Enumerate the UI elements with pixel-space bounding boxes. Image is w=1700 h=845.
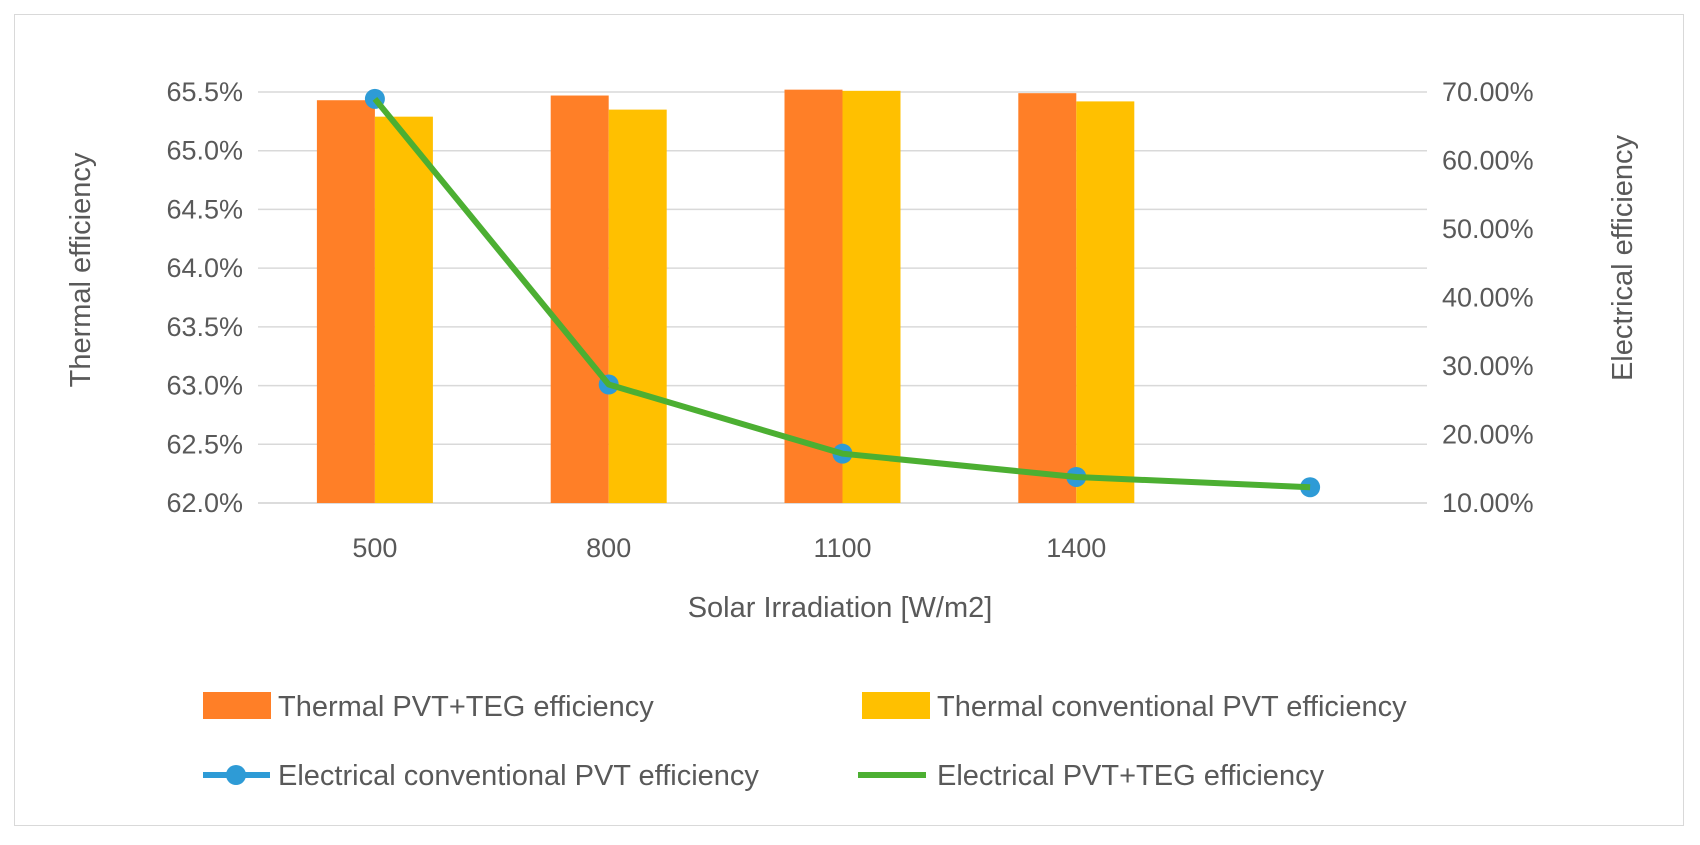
y2-tick-label: 40.00% bbox=[1442, 283, 1534, 313]
bar-thermal-pvt-teg bbox=[316, 100, 375, 503]
legend-swatch-thermal-pvt-teg bbox=[203, 692, 271, 719]
legend-swatch-thermal-conventional bbox=[862, 692, 930, 719]
y-tick-label: 62.0% bbox=[166, 488, 243, 518]
y-axis-title: Thermal efficiency bbox=[65, 152, 97, 387]
bar-thermal-conventional bbox=[842, 90, 901, 503]
legend-label-thermal-conventional: Thermal conventional PVT efficiency bbox=[937, 691, 1407, 723]
line-electrical-pvt-teg bbox=[372, 96, 1311, 491]
x-tick-label: 1100 bbox=[813, 533, 871, 563]
bar-thermal-conventional bbox=[1076, 101, 1135, 503]
legend-swatch-electrical-conventional-marker bbox=[226, 765, 246, 785]
x-tick-label: 1400 bbox=[1046, 533, 1106, 563]
bar-layer bbox=[316, 89, 1135, 503]
legend-label-electrical-pvt-teg: Electrical PVT+TEG efficiency bbox=[937, 760, 1325, 792]
y2-axis-title: Electrical efficiency bbox=[1607, 134, 1639, 381]
y-tick-label: 65.5% bbox=[166, 77, 243, 107]
bar-thermal-pvt-teg bbox=[550, 95, 609, 503]
bar-thermal-pvt-teg bbox=[1018, 93, 1077, 503]
y-tick-label: 65.0% bbox=[166, 136, 243, 166]
bar-thermal-conventional bbox=[608, 109, 667, 503]
y2-tick-label: 70.00% bbox=[1442, 77, 1534, 107]
y-tick-label: 64.0% bbox=[166, 253, 243, 283]
y2-tick-label: 50.00% bbox=[1442, 214, 1534, 244]
bar-thermal-pvt-teg bbox=[784, 89, 843, 503]
y2-tick-label: 20.00% bbox=[1442, 420, 1534, 450]
legend-label-electrical-conventional: Electrical conventional PVT efficiency bbox=[278, 760, 759, 792]
legend-label-thermal-pvt-teg: Thermal PVT+TEG efficiency bbox=[278, 691, 654, 723]
bar-thermal-conventional bbox=[374, 116, 433, 503]
x-tick-label: 500 bbox=[352, 533, 397, 563]
y-tick-label: 63.0% bbox=[166, 371, 243, 401]
y2-tick-label: 10.00% bbox=[1442, 488, 1534, 518]
y2-tick-label: 30.00% bbox=[1442, 351, 1534, 381]
y2-tick-label: 60.00% bbox=[1442, 146, 1534, 176]
legend: Thermal PVT+TEG efficiency Thermal conve… bbox=[203, 691, 1407, 792]
x-tick-label: 800 bbox=[586, 533, 631, 563]
y-tick-label: 62.5% bbox=[166, 429, 243, 459]
tick-layer: 62.0% 62.5% 63.0% 63.5% 64.0% 64.5% 65.0% 65.5%… bbox=[166, 77, 1533, 563]
y-tick-label: 64.5% bbox=[166, 194, 243, 224]
line-layer bbox=[364, 88, 1321, 498]
x-axis-title: Solar Irradiation [W/m2] bbox=[688, 592, 993, 624]
y-tick-label: 63.5% bbox=[166, 312, 243, 342]
